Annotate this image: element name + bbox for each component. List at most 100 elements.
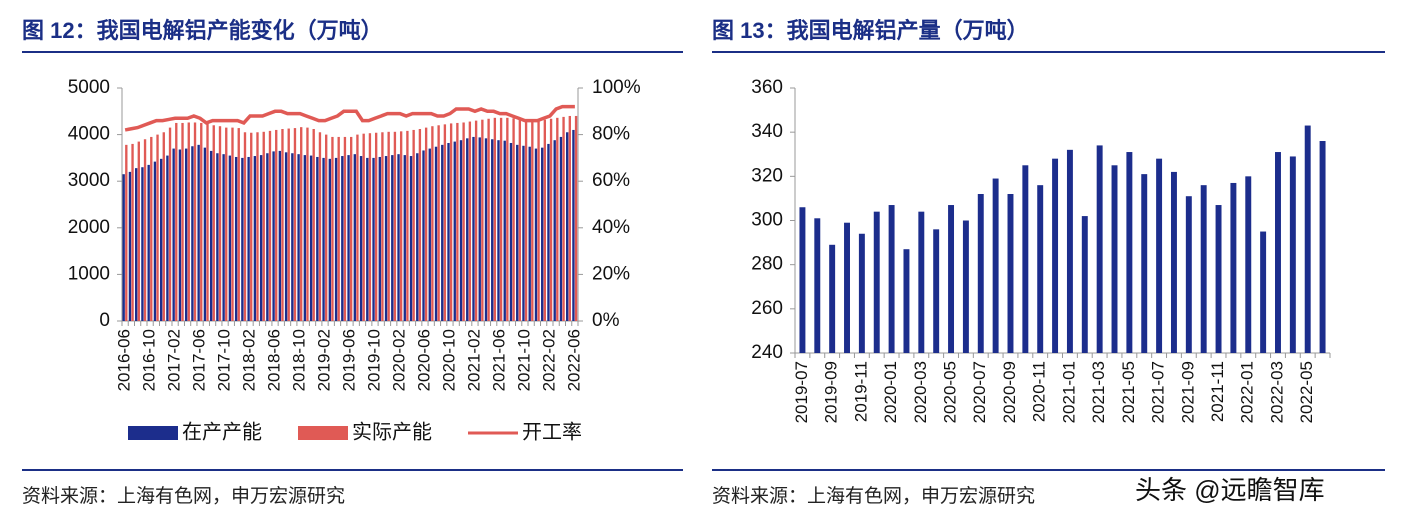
bar	[466, 138, 469, 321]
bar	[225, 127, 228, 321]
bar	[353, 154, 356, 321]
bar	[318, 132, 322, 321]
bar	[343, 136, 347, 321]
bar	[799, 207, 806, 353]
bar	[159, 158, 163, 321]
y2-tick-label: 0%	[592, 310, 620, 331]
bar	[366, 157, 369, 321]
bar	[537, 120, 540, 322]
bar	[1022, 165, 1029, 353]
bar	[337, 136, 340, 321]
bar	[312, 129, 315, 321]
line	[124, 104, 575, 132]
y-tick-label: 3000	[68, 170, 110, 191]
bar	[574, 115, 578, 322]
x-tick-label: 2020-02	[389, 329, 408, 391]
x-tick-label: 2020-11	[1030, 361, 1049, 422]
x-tick-label: 2021-07	[1149, 361, 1168, 423]
bar	[478, 137, 481, 321]
bar	[272, 151, 275, 321]
bar	[325, 134, 328, 321]
x-tick-label: 2020-09	[1000, 361, 1019, 423]
bar	[247, 156, 250, 321]
bar	[168, 127, 172, 321]
y-tick-label: 240	[751, 342, 783, 363]
bar	[184, 148, 188, 321]
x-tick-label: 2018-02	[240, 329, 259, 391]
bar	[572, 129, 575, 321]
y-tick-label: 4000	[68, 124, 110, 145]
bar	[493, 117, 497, 321]
bar	[1111, 165, 1118, 353]
x-tick-label: 2022-01	[1238, 361, 1257, 423]
x-tick-label: 2022-03	[1267, 361, 1286, 423]
bar	[1126, 152, 1133, 353]
bar	[543, 119, 547, 321]
bar	[228, 155, 232, 321]
bar	[237, 128, 240, 321]
bar	[566, 132, 569, 321]
bar	[262, 131, 265, 321]
bar	[1037, 185, 1044, 353]
x-tick-label: 2019-06	[339, 329, 358, 391]
bar	[506, 117, 509, 321]
bar	[381, 132, 384, 321]
bar	[222, 154, 225, 321]
bar	[266, 153, 269, 321]
x-tick-label: 2019-02	[314, 329, 333, 391]
x-tick-label: 2021-09	[1178, 361, 1197, 423]
bar	[1200, 185, 1207, 353]
bar	[453, 141, 456, 321]
bar	[918, 211, 925, 353]
y-tick-label: 340	[751, 121, 783, 142]
bar	[134, 168, 138, 321]
chart-title: 图 13：我国电解铝产量（万吨）	[712, 18, 1029, 43]
x-tick-label: 2021-01	[1059, 361, 1078, 423]
bar	[462, 122, 465, 321]
x-tick-label: 2016-06	[115, 329, 134, 391]
bar	[253, 156, 257, 321]
bar	[284, 152, 288, 321]
bar	[131, 143, 134, 321]
legend-swatch	[128, 426, 178, 440]
bar	[268, 130, 272, 321]
bar	[203, 147, 207, 321]
x-tick-label: 2018-06	[265, 329, 284, 391]
bar	[447, 142, 450, 321]
bar	[1215, 205, 1222, 353]
bar	[368, 133, 372, 321]
bar	[1185, 196, 1192, 353]
bar	[300, 127, 303, 321]
bar	[962, 220, 969, 353]
bar	[384, 156, 388, 321]
bar	[322, 157, 325, 321]
x-tick-label: 2022-02	[539, 329, 558, 391]
bar	[431, 126, 434, 321]
x-tick-label: 2017-02	[165, 329, 184, 391]
bar	[434, 146, 438, 321]
bar	[243, 132, 247, 321]
bar	[250, 132, 253, 321]
bar	[1319, 141, 1326, 353]
x-tick-label: 2019-07	[792, 361, 811, 423]
y-tick-label: 260	[751, 298, 783, 319]
bar	[259, 155, 263, 321]
bar	[287, 128, 290, 321]
x-tick-label: 2019-09	[822, 361, 841, 423]
bar	[1170, 171, 1177, 353]
bar	[200, 122, 203, 321]
x-tick-label: 2017-06	[190, 329, 209, 391]
bar	[403, 155, 406, 321]
bar	[212, 125, 215, 321]
bar	[509, 142, 513, 321]
bar	[1304, 125, 1311, 354]
bar	[206, 123, 209, 321]
bar	[209, 150, 213, 321]
x-tick-label: 2020-03	[911, 361, 930, 423]
bar	[497, 140, 500, 321]
bar	[814, 218, 821, 353]
bar	[499, 117, 503, 321]
bar	[1096, 145, 1103, 353]
bar	[531, 119, 534, 321]
